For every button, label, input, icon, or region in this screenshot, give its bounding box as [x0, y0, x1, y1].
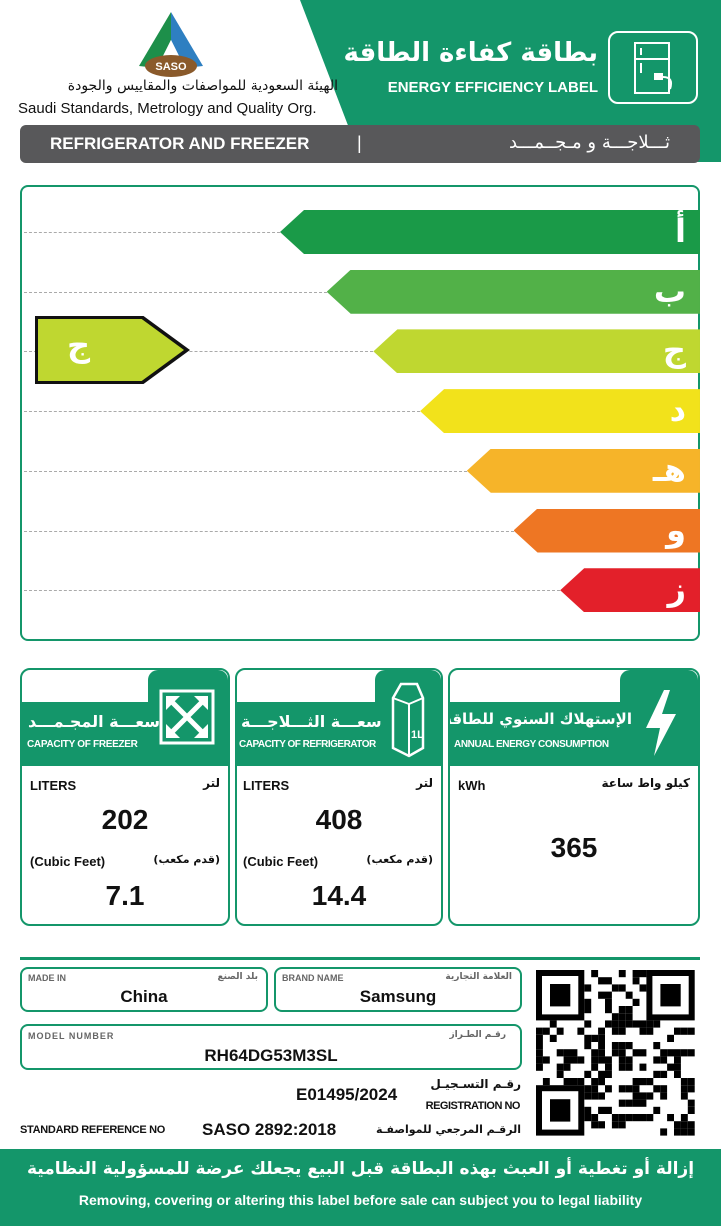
scale-guide-line	[24, 291, 327, 293]
freezer-capacity-panel: سعـــة المجـمـــد CAPACITY OF FREEZER LI…	[20, 668, 230, 926]
scale-guide-line	[24, 232, 280, 233]
refrigerator-title-en: CAPACITY OF REFRIGERATOR	[239, 739, 376, 750]
energy-unit-ar: كيلو واط ساعة	[601, 776, 690, 790]
model-number-field: MODEL NUMBER رقـم الطـراز RH64DG53M3SL	[20, 1024, 522, 1070]
scale-guide-line	[24, 590, 561, 592]
label-title-en: ENERGY EFFICIENCY LABEL	[387, 79, 598, 96]
scale-guide-line	[24, 530, 514, 532]
freezer-cubic-feet: 7.1	[105, 880, 145, 911]
category-separator: |	[357, 133, 362, 153]
energy-class-label: ز	[667, 570, 686, 609]
svg-text:SASO: SASO	[155, 61, 187, 73]
energy-value: 365	[550, 832, 598, 863]
warning-en: Removing, covering or altering this labe…	[78, 1192, 643, 1208]
model-label-ar: رقـم الطـراز	[449, 1030, 506, 1040]
brand-label-ar: العلامة التجارية	[445, 972, 512, 982]
brand-value: Samsung	[359, 987, 437, 1006]
divider	[20, 957, 700, 960]
category-bar: REFRIGERATOR AND FREEZER | ثـــلاجـــة و…	[20, 125, 700, 163]
freezer-cf-en: (Cubic Feet)	[30, 854, 106, 869]
energy-class-bar: ب	[326, 269, 700, 314]
lightning-icon	[646, 690, 676, 756]
svg-text:1L: 1L	[411, 729, 424, 741]
freezer-unit-ar: لتر	[203, 776, 220, 790]
category-ar: ثـــلاجـــة و مـجــمـــد	[508, 132, 670, 153]
energy-class-bar: ز	[560, 568, 700, 613]
refrigerator-liters: 408	[315, 804, 363, 835]
energy-class-bar: د	[420, 389, 700, 434]
freezer-unit-en: LITERS	[30, 778, 77, 793]
legal-warning-footer: إزالة أو تغطية أو العبث بهذه البطاقة قبل…	[0, 1149, 721, 1226]
standard-value: SASO 2892:2018	[202, 1120, 337, 1139]
standard-label-en: STANDARD REFERENCE NO	[20, 1124, 166, 1136]
energy-class-bar: ج	[373, 329, 700, 374]
energy-unit-en: kWh	[458, 778, 486, 793]
energy-class-label: هـ	[652, 450, 686, 489]
scale-guide-line	[24, 470, 467, 472]
scale-guide-line	[24, 411, 421, 413]
energy-title-ar: الإستهلاك السنوي للطاقة	[448, 710, 632, 728]
freezer-liters: 202	[101, 804, 149, 835]
freezer-title-en: CAPACITY OF FREEZER	[27, 739, 138, 750]
refrigerator-unit-ar: لتر	[416, 776, 433, 790]
made-in-value: China	[120, 987, 168, 1006]
energy-class-bar: أ	[280, 210, 700, 254]
freezer-cf-ar: (قدم مكعب)	[153, 853, 220, 866]
freezer-title-ar: سعـــة المجـمـــد	[28, 712, 161, 731]
energy-class-label: ب	[653, 271, 686, 310]
brand-field: BRAND NAME العلامة التجارية Samsung	[274, 967, 522, 1012]
energy-class-bar: و	[513, 508, 700, 553]
model-label-en: MODEL NUMBER	[28, 1031, 115, 1041]
warning-ar: إزالة أو تغطية أو العبث بهذه البطاقة قبل…	[26, 1159, 695, 1179]
energy-class-label: ج	[662, 331, 686, 370]
org-name-en: Saudi Standards, Metrology and Quality O…	[18, 100, 317, 117]
energy-title-en: ANNUAL ENERGY CONSUMPTION	[454, 739, 609, 750]
model-value: RH64DG53M3SL	[204, 1046, 338, 1065]
refrigerator-unit-en: LITERS	[243, 778, 290, 793]
rating-label: ج	[67, 326, 91, 364]
refrigerator-cf-en: (Cubic Feet)	[243, 854, 319, 869]
energy-class-label: د	[669, 391, 686, 430]
brand-label-en: BRAND NAME	[282, 973, 344, 983]
category-en: REFRIGERATOR AND FREEZER	[50, 134, 310, 153]
energy-class-bar: هـ	[466, 448, 700, 493]
scale-guide-line	[24, 351, 374, 353]
standard-label-ar: الرقـم المرجعي للمواصفـة	[375, 1123, 521, 1136]
refrigerator-cubic-feet: 14.4	[311, 880, 367, 911]
made-in-label-ar: بلد الصنع	[217, 972, 258, 982]
saso-logo: SASO	[139, 12, 203, 77]
made-in-label-en: MADE IN	[28, 973, 66, 983]
org-name-ar: الهيئة السعودية للمواصفات والمقاييس والج…	[67, 78, 338, 94]
refrigerator-title-ar: سعـــة الثـــلاجـــة	[241, 712, 382, 731]
milk-carton-icon: 1L	[391, 682, 425, 758]
made-in-field: MADE IN بلد الصنع China	[20, 967, 268, 1012]
refrigerator-plug-icon	[608, 31, 698, 104]
registration-value: E01495/2024	[296, 1085, 398, 1104]
energy-class-label: و	[666, 510, 686, 549]
rating-indicator: ج	[35, 316, 190, 384]
energy-class-label: أ	[675, 212, 686, 250]
expand-arrows-icon	[159, 689, 215, 745]
energy-consumption-panel: الإستهلاك السنوي للطاقة ANNUAL ENERGY CO…	[448, 668, 700, 926]
refrigerator-capacity-panel: 1L سعـــة الثـــلاجـــة CAPACITY OF REFR…	[235, 668, 443, 926]
refrigerator-cf-ar: (قدم مكعب)	[366, 853, 433, 866]
registration-label-ar: رقـم التسـجيـل	[430, 1077, 521, 1091]
qr-code[interactable]	[536, 970, 696, 1136]
label-title-ar: بطاقة كفاءة الطاقة	[343, 38, 598, 68]
registration-label-en: REGISTRATION NO	[425, 1100, 521, 1112]
